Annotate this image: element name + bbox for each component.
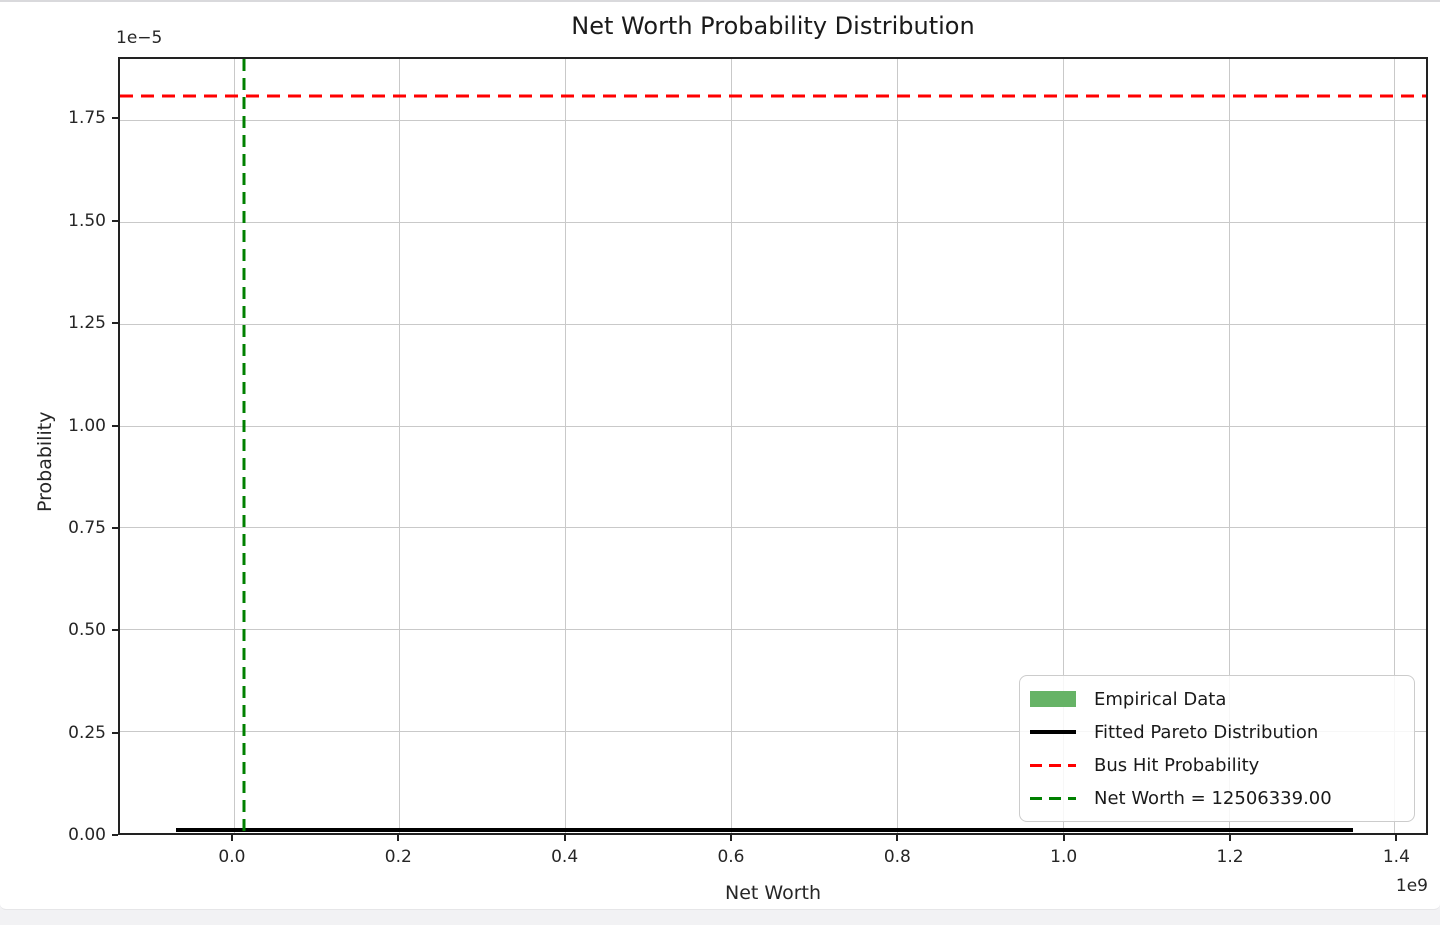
bus-hit-probability-line [120,94,1426,98]
legend-label: Net Worth = 12506339.00 [1094,787,1332,809]
legend-label: Bus Hit Probability [1094,754,1260,776]
y-tick-label: 0.75 [68,517,106,538]
y-tick-label: 0.25 [68,722,106,743]
x-tick-mark [896,835,899,841]
legend-item-empirical-data: Empirical Data [1030,686,1402,712]
y-tick-label: 1.75 [68,108,106,129]
legend-swatch-empirical-data [1030,691,1076,707]
y-gridline [120,731,1426,733]
legend: Empirical Data Fitted Pareto Distributio… [1019,675,1415,822]
legend-item-bus-hit-probability: Bus Hit Probability [1030,752,1402,778]
y-tick-mark [112,424,118,427]
x-tick-mark [1062,835,1065,841]
legend-label: Empirical Data [1094,688,1227,710]
y-tick-label: 1.00 [68,415,106,436]
legend-item-fitted-pareto: Fitted Pareto Distribution [1030,719,1402,745]
y-tick-mark [112,219,118,222]
y-tick-label: 1.25 [68,313,106,334]
x-tick-label: 1.4 [1382,847,1410,867]
x-gridline [399,59,401,833]
x-gridline [1062,59,1064,833]
y-tick-mark [112,629,118,632]
y-tick-label: 1.50 [68,210,106,231]
y-gridline [120,221,1426,223]
x-tick-mark [1395,835,1398,841]
x-gridline [731,59,733,833]
x-gridline [1394,59,1396,833]
legend-item-net-worth: Net Worth = 12506339.00 [1030,785,1402,811]
y-gridline [120,323,1426,325]
x-gridline [896,59,898,833]
legend-swatch-bus-hit [1030,757,1076,773]
y-tick-label: 0.50 [68,620,106,641]
y-gridline [120,120,1426,122]
y-tick-label: 0.00 [68,825,106,845]
fitted-pareto-line [176,828,1354,832]
y-tick-mark [112,322,118,325]
x-axis-label: Net Worth [725,882,821,904]
x-axis-offset-label: 1e9 [1395,876,1428,896]
y-axis-offset-label: 1e−5 [116,28,163,48]
x-tick-mark [1229,835,1232,841]
y-gridline [120,629,1426,631]
legend-swatch-fitted-pareto [1030,724,1076,740]
y-gridline [120,425,1426,427]
x-gridline [565,59,567,833]
y-tick-mark [112,117,118,120]
y-tick-mark [112,526,118,529]
net-worth-line [242,59,246,833]
y-gridline [120,527,1426,529]
x-tick-label: 0.8 [883,847,911,867]
y-tick-mark [112,834,118,836]
chart-title: Net Worth Probability Distribution [571,12,975,40]
x-tick-label: 0.0 [218,847,246,867]
y-tick-mark [112,731,118,734]
x-tick-label: 1.2 [1216,847,1244,867]
legend-label: Fitted Pareto Distribution [1094,721,1319,743]
x-tick-mark [729,835,732,841]
x-tick-label: 0.2 [384,847,412,867]
x-tick-label: 0.4 [551,847,579,867]
x-tick-label: 1.0 [1050,847,1078,867]
x-tick-mark [563,835,566,841]
x-gridline [233,59,235,833]
plot-area: Empirical Data Fitted Pareto Distributio… [118,57,1428,835]
x-tick-mark [230,835,233,841]
x-gridline [1228,59,1230,833]
x-tick-mark [397,835,400,841]
x-tick-label: 0.6 [717,847,745,867]
legend-swatch-net-worth [1030,790,1076,806]
